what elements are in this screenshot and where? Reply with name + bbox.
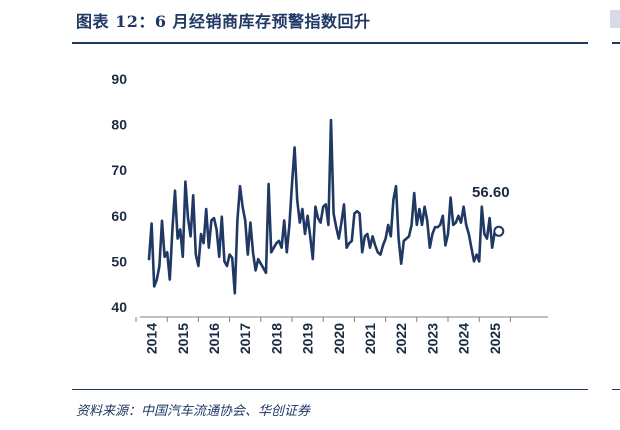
x-tick-label: 2018 [268,323,284,354]
x-tick-label: 2024 [456,323,472,354]
y-axis: 40 50 60 70 80 90 [111,71,127,315]
y-tick-label: 50 [111,253,127,269]
x-tick-label: 2015 [175,323,191,354]
x-tick-label: 2022 [393,323,409,354]
y-tick-label: 60 [111,208,127,224]
adjacent-figure-edge [610,10,620,28]
x-tick-label: 2016 [206,323,222,354]
last-value-label: 56.60 [472,184,510,201]
title-rule [72,42,588,44]
x-tick-label: 2017 [237,323,253,354]
figure-title: 图表 12：6 月经销商库存预警指数回升 [76,12,371,31]
adjacent-title-rule [612,42,620,44]
x-tick-label: 2019 [300,323,316,354]
series-line [147,118,497,295]
last-point-marker [493,225,505,237]
y-tick-label: 40 [111,299,127,315]
x-tick-label: 2021 [362,323,378,354]
adjacent-source-rule [612,389,620,390]
y-tick-label: 90 [111,71,127,87]
x-tick-label: 2014 [144,323,160,354]
x-tick-label: 2023 [424,323,440,354]
y-tick-label: 70 [111,162,127,178]
source-note: 资料来源：中国汽车流通协会、华创证券 [76,404,311,419]
x-axis: 2014 2015 2016 2017 2018 2019 2020 2021 2022 2023… [135,316,548,354]
x-tick-label: 2020 [331,323,347,354]
y-tick-label: 80 [111,117,127,133]
x-tick-label: 2025 [487,323,503,354]
source-rule [72,389,588,390]
